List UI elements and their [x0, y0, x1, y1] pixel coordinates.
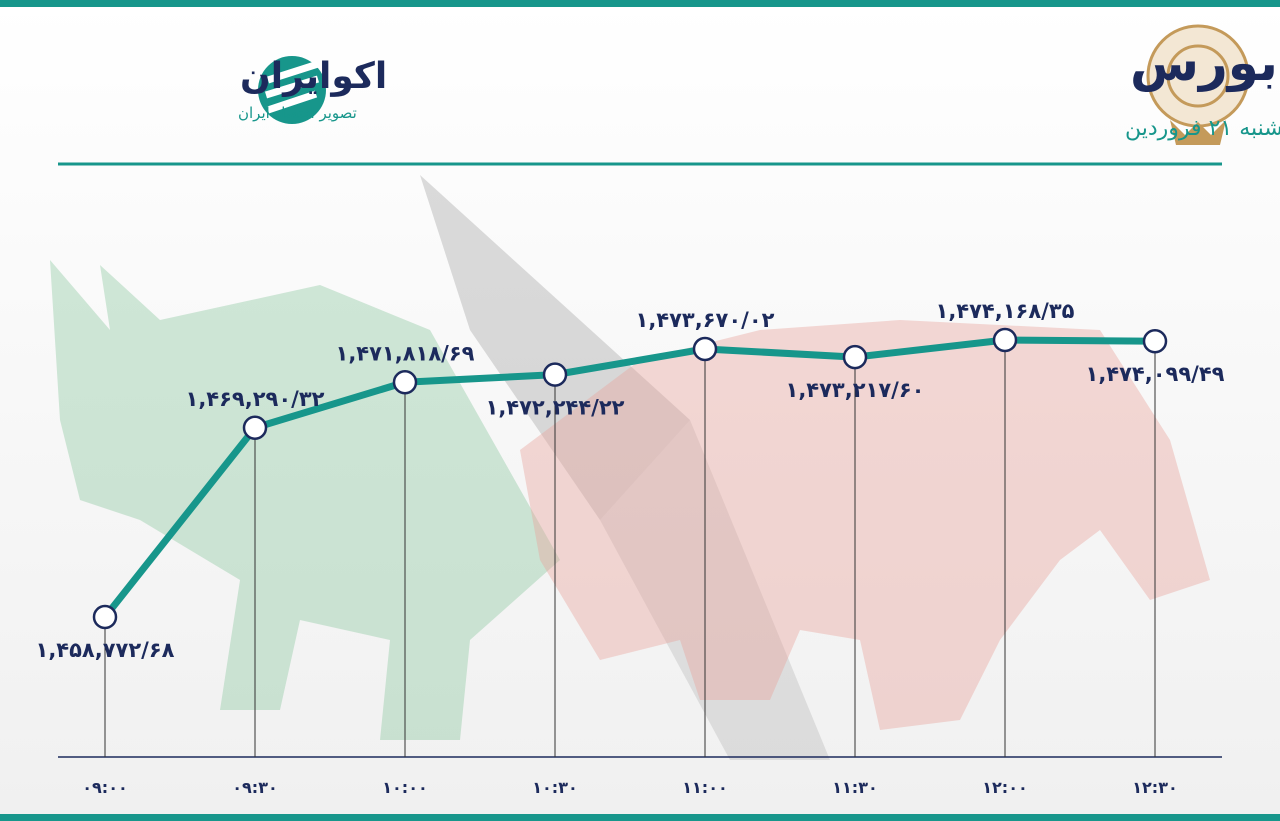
value-label: ۱,۴۷۴,۰۹۹/۴۹	[1086, 362, 1225, 386]
point	[1142, 328, 1168, 354]
value-label: ۱,۴۷۴,۱۶۸/۳۵	[936, 299, 1075, 323]
value-label: ۱,۴۷۲,۲۴۴/۲۲	[486, 396, 625, 420]
brand-tagline: تصویر اقتصاد ایران	[238, 104, 357, 122]
bear-shape	[520, 320, 1210, 730]
x-tick-label: ۱۲:۳۰	[1132, 778, 1177, 797]
arrow-shape	[600, 420, 830, 760]
point	[542, 362, 568, 387]
x-tick-label: ۰۹:۰۰	[82, 778, 127, 797]
bottom-border	[0, 814, 1280, 821]
arrow-shape	[420, 175, 690, 520]
point	[242, 415, 268, 441]
point	[92, 604, 118, 630]
chart-subtitle: یکشنبه ۲۱ فروردین	[1125, 116, 1280, 141]
x-tick-label: ۱۱:۳۰	[832, 778, 877, 797]
chart-title: روند شاخص کل بورس	[1130, 34, 1280, 93]
index-line	[102, 336, 1156, 620]
point	[392, 370, 418, 395]
brand-name: اکوایران	[240, 56, 387, 97]
value-label: ۱,۴۶۹,۲۹۰/۳۲	[186, 387, 325, 411]
value-label: ۱,۴۷۳,۶۷۰/۰۲	[636, 308, 775, 332]
value-label: ۱,۴۵۸,۷۷۲/۶۸	[36, 638, 175, 662]
brand-logo	[264, 60, 320, 114]
point	[842, 344, 868, 370]
point	[692, 336, 718, 362]
value-label: ۱,۴۷۱,۸۱۸/۶۹	[336, 341, 475, 365]
exchange-logo	[1166, 44, 1230, 108]
x-tick-label: ۱۰:۳۰	[532, 778, 577, 797]
value-label: ۱,۴۷۳,۲۱۷/۶۰	[786, 378, 925, 402]
exchange-logo	[1170, 120, 1226, 145]
x-tick-label: ۱۰:۰۰	[382, 778, 427, 797]
top-border	[0, 0, 1280, 7]
point	[992, 327, 1018, 353]
x-tick-label: ۱۱:۰۰	[682, 778, 727, 797]
x-tick-label: ۰۹:۳۰	[232, 778, 277, 797]
x-tick-label: ۱۲:۰۰	[982, 778, 1027, 797]
plot: ۱,۴۵۸,۷۷۲/۶۸ ۰۹:۰۰ ۱,۴۶۹,۲۹۰/۳۲ ۰۹:۳۰ ۱,۴۷۱,…	[36, 299, 1225, 797]
